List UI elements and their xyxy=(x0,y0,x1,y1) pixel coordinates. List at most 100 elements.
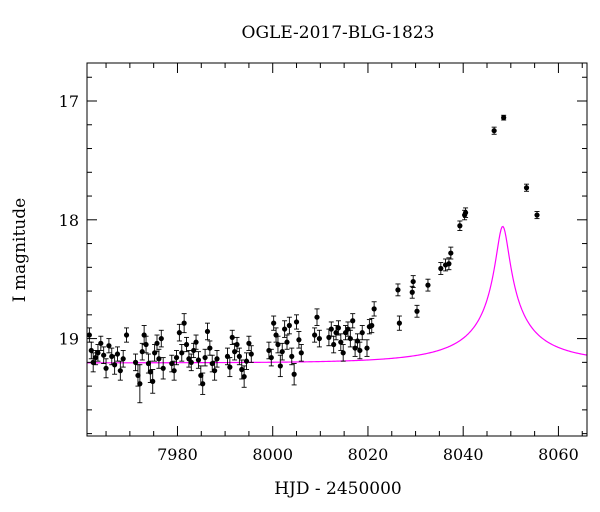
data-marker xyxy=(275,341,281,348)
data-point xyxy=(268,348,274,367)
data-marker xyxy=(101,352,107,358)
data-point xyxy=(350,313,356,329)
data-point xyxy=(114,346,121,362)
data-marker xyxy=(395,287,401,293)
data-marker xyxy=(114,351,121,357)
data-point xyxy=(284,334,290,350)
data-point xyxy=(457,220,463,231)
data-marker xyxy=(354,338,361,344)
data-marker xyxy=(152,350,158,356)
data-point xyxy=(335,320,342,336)
data-marker xyxy=(179,350,185,356)
data-point xyxy=(156,348,162,369)
data-point xyxy=(395,283,401,297)
data-marker xyxy=(462,210,469,216)
x-tick-label: 8000 xyxy=(252,445,293,464)
data-marker xyxy=(246,340,252,346)
data-point xyxy=(425,278,431,292)
data-marker xyxy=(198,372,204,379)
data-marker xyxy=(523,185,530,191)
data-marker xyxy=(279,349,285,355)
data-marker xyxy=(137,381,143,387)
data-marker xyxy=(409,289,415,295)
data-marker xyxy=(243,358,250,364)
data-point xyxy=(359,325,365,341)
data-marker xyxy=(158,335,164,342)
data-point xyxy=(291,363,297,386)
y-axis-label: I magnitude xyxy=(10,198,30,302)
x-tick-label: 8020 xyxy=(348,445,389,464)
data-point xyxy=(176,323,182,342)
data-marker xyxy=(207,345,213,351)
data-marker xyxy=(347,335,353,342)
data-marker xyxy=(286,322,292,329)
data-marker xyxy=(248,351,254,357)
y-tick-label: 18 xyxy=(59,211,79,230)
data-marker xyxy=(438,265,444,272)
data-point xyxy=(275,335,281,354)
data-point xyxy=(123,327,130,343)
data-marker xyxy=(357,347,363,354)
data-marker xyxy=(293,319,300,325)
data-point xyxy=(106,338,112,354)
data-point xyxy=(340,344,346,362)
data-marker xyxy=(241,374,247,380)
data-marker xyxy=(268,354,274,361)
data-point xyxy=(345,321,351,337)
data-point xyxy=(209,354,215,373)
axes: 7980 8000 8020 8040 8060 17 18 19 xyxy=(59,63,587,464)
data-point xyxy=(143,335,149,354)
data-marker xyxy=(291,371,297,377)
data-marker xyxy=(156,356,162,362)
y-tick-label: 19 xyxy=(59,330,79,349)
data-point xyxy=(179,344,185,362)
data-marker xyxy=(209,360,215,367)
data-marker xyxy=(95,350,101,356)
data-point xyxy=(364,339,370,357)
data-marker xyxy=(120,356,126,362)
data-marker xyxy=(277,363,283,369)
data-point xyxy=(296,331,302,349)
data-point xyxy=(98,335,104,351)
data-point xyxy=(298,344,304,362)
data-marker xyxy=(117,368,123,374)
data-point xyxy=(207,340,213,356)
data-marker xyxy=(326,334,332,341)
data-point xyxy=(438,262,444,275)
data-point xyxy=(331,335,337,354)
data-marker xyxy=(340,350,346,356)
data-point xyxy=(86,327,92,343)
data-marker xyxy=(364,345,370,351)
data-point xyxy=(243,352,250,370)
data-marker xyxy=(147,369,153,375)
data-point xyxy=(214,350,220,368)
data-point xyxy=(446,257,452,271)
data-point xyxy=(312,327,318,343)
data-marker xyxy=(135,372,141,379)
data-point xyxy=(410,275,416,288)
data-point xyxy=(160,357,166,380)
data-marker xyxy=(410,278,416,285)
data-marker xyxy=(501,115,507,121)
data-marker xyxy=(224,353,231,360)
data-marker xyxy=(328,326,334,332)
data-point xyxy=(328,321,334,337)
data-marker xyxy=(229,334,235,341)
x-tick-label: 8060 xyxy=(538,445,579,464)
data-marker xyxy=(103,365,109,371)
data-marker xyxy=(371,306,377,312)
data-point xyxy=(173,350,180,366)
data-point xyxy=(181,313,187,334)
data-point xyxy=(234,336,240,353)
data-marker xyxy=(296,337,302,343)
data-point xyxy=(316,329,322,348)
data-marker xyxy=(236,353,242,360)
data-point xyxy=(150,369,156,394)
data-marker xyxy=(154,340,160,346)
data-point xyxy=(293,314,300,330)
data-point xyxy=(188,353,194,372)
data-marker xyxy=(335,325,342,331)
data-point xyxy=(414,304,420,318)
data-marker xyxy=(284,339,290,345)
data-marker xyxy=(425,282,431,288)
